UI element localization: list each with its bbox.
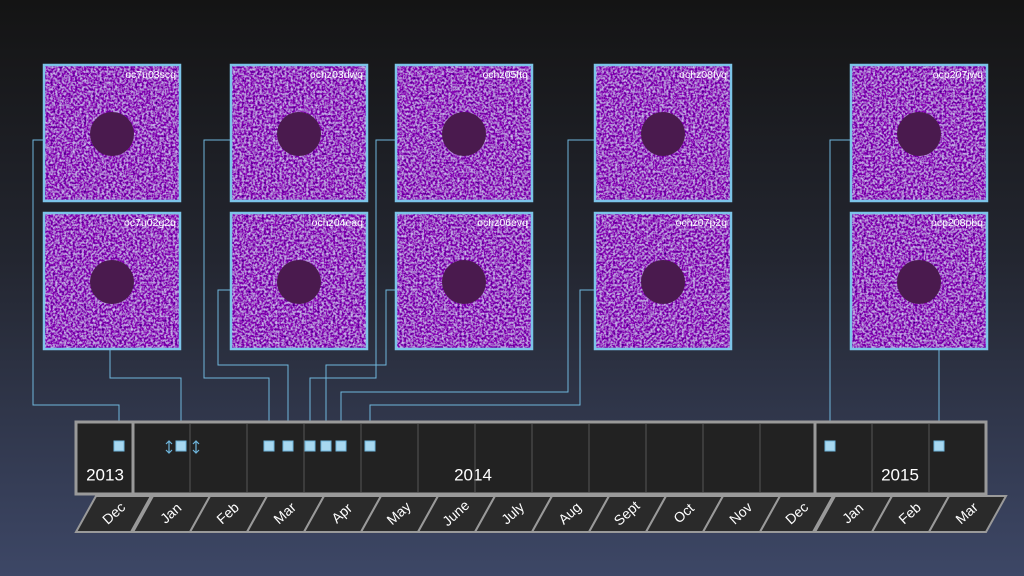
range-arrows [165,440,200,454]
occulter-mask [897,260,941,304]
connector [203,139,270,440]
occulter-mask [90,260,134,304]
panel-label: ochz07p2q [676,217,728,229]
timeline-bar [813,420,988,496]
panel-label: oc7u02g2q [124,217,176,229]
connector [109,350,182,440]
occulter-mask [641,112,685,156]
observation-marker [933,440,945,452]
connector [325,289,396,440]
observation-marker [364,440,376,452]
year-label: 2013 [86,465,124,484]
panel-border [42,211,182,351]
image-panel: oc7u03scq [42,63,182,203]
occulter-mask [442,112,486,156]
observation-marker [335,440,347,452]
panel-border [229,211,369,351]
panel-label: ochz04eaq [312,217,364,229]
observation-marker [824,440,836,452]
connector [309,139,396,440]
panel-border [42,63,182,203]
month-cell [927,495,1008,533]
observation-marker [320,440,332,452]
panel-border [593,211,733,351]
panel-label: ocp207jwq [933,69,983,81]
panel-label: ochz08fyq [679,69,727,81]
observation-marker [113,440,125,452]
image-panel: ochz07p2q [593,211,733,351]
image-panel: ochz05ftq [394,63,534,203]
occulter-mask [277,260,321,304]
image-panel: ochz03dwq [229,63,369,203]
panel-border [394,63,534,203]
panel-label: ochz06evq [477,217,528,229]
year-label: 2015 [881,465,919,484]
occulter-mask [442,260,486,304]
image-panel: oc7u02g2q [42,211,182,351]
panel-label: ocp208pbq [931,217,983,229]
connector [217,289,289,440]
observation-marker [175,440,187,452]
image-panel: ochz06evq [394,211,534,351]
observation-marker [282,440,294,452]
panel-border [849,211,989,351]
arrow-icon [165,440,173,454]
timeline: 2013 2014 2015 [74,420,988,496]
observation-marker [263,440,275,452]
panel-border [593,63,733,203]
occulter-mask [897,112,941,156]
panel-label: ochz05ftq [482,69,528,81]
connector [829,139,851,440]
panel-border [229,63,369,203]
image-panel: ochz08fyq [593,63,733,203]
arrow-icon [192,440,200,454]
connector [340,139,595,440]
panel-label: oc7u03scq [125,69,176,81]
image-panel: ochz04eaq [229,211,369,351]
panel-border [394,211,534,351]
image-panel: ocp207jwq [849,63,989,203]
year-label: 2014 [454,465,492,484]
occulter-mask [277,112,321,156]
panel-border [849,63,989,203]
panel-label: ochz03dwq [310,69,363,81]
timeline-bar [74,420,817,496]
month-cell [74,495,153,533]
connector [32,139,120,440]
connector [369,289,595,440]
observation-marker [304,440,316,452]
month-cell [758,495,835,533]
image-panel: ocp208pbq [849,211,989,351]
occulter-mask [641,260,685,304]
occulter-mask [90,112,134,156]
